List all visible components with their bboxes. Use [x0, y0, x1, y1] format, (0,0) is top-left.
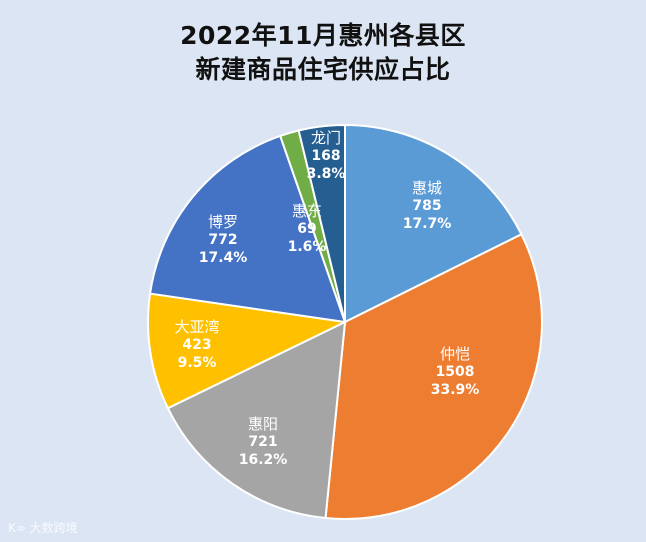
watermark-text: K∞ 大数跨境 [8, 521, 78, 535]
chart-title-line-1: 2022年11月惠州各县区 [180, 21, 466, 50]
label-boluo: 博罗 772 17.4% [198, 213, 248, 266]
label-huidong: 惠东 69 1.6% [287, 202, 327, 255]
label-huicheng: 惠城 785 17.7% [402, 179, 452, 232]
label-zhongkai: 仲恺 1508 33.9% [430, 345, 480, 398]
label-huiyang: 惠阳 721 16.2% [238, 415, 288, 468]
pie-slice-0 [344, 123, 523, 324]
pie-slice-2 [166, 320, 347, 520]
pie-slice-3 [147, 292, 349, 410]
pie-slice-1 [324, 232, 543, 520]
pie-slice-6 [297, 123, 346, 323]
label-longmen: 龙门 168 3.8% [306, 129, 346, 182]
chart-title-line-2: 新建商品住宅供应占比 [195, 55, 451, 84]
label-dayawan: 大亚湾 423 9.5% [174, 318, 220, 371]
